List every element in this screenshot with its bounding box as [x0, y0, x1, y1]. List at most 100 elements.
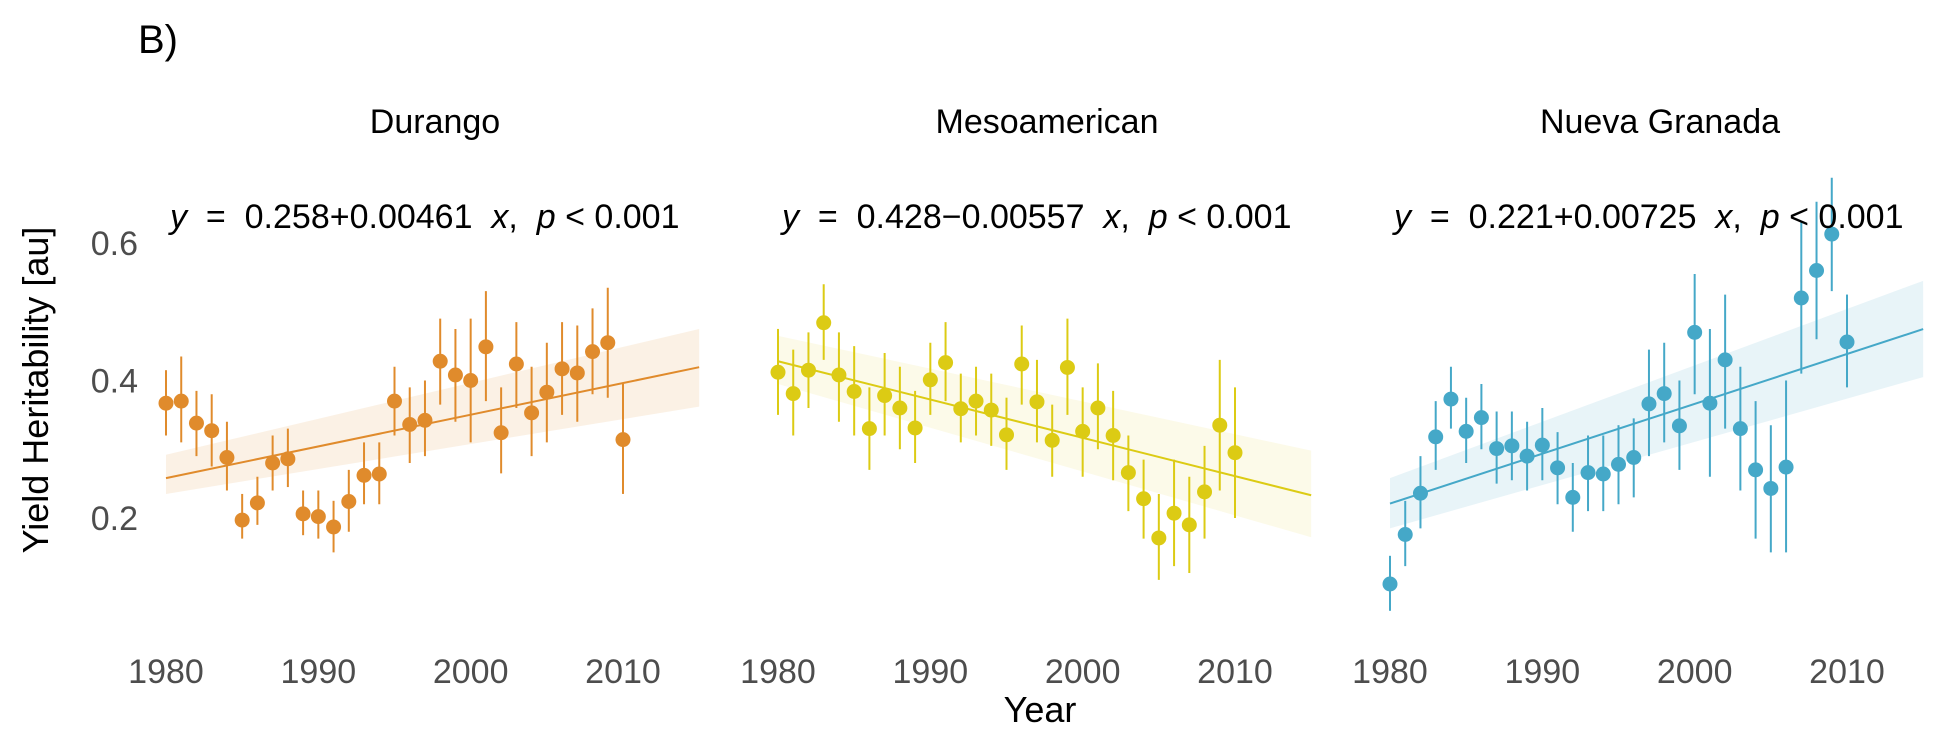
data-point — [387, 393, 402, 409]
data-point — [249, 495, 265, 511]
data-point — [1212, 417, 1228, 433]
data-point — [326, 519, 342, 535]
x-tick-label: 1990 — [281, 653, 357, 691]
data-point — [922, 372, 938, 388]
x-tick-label: 2010 — [1197, 653, 1273, 691]
regression-line — [1389, 328, 1924, 505]
data-point — [554, 361, 570, 377]
equation-text — [1085, 198, 1104, 236]
data-point — [493, 425, 509, 441]
data-point — [173, 393, 189, 409]
data-point — [831, 367, 847, 383]
data-point — [1397, 527, 1413, 542]
x-tick-label: 1980 — [1352, 653, 1428, 691]
data-point — [861, 421, 877, 437]
data-point — [1717, 352, 1733, 368]
x-tick-label: 2010 — [1809, 653, 1885, 691]
data-point — [295, 506, 311, 522]
data-point — [234, 512, 250, 528]
equation-text: − — [942, 198, 962, 236]
x-tick-label: 2010 — [585, 653, 661, 691]
data-point — [877, 388, 893, 404]
data-point — [1702, 395, 1718, 411]
data-point — [1166, 505, 1182, 521]
equation-text: 0.221 — [1469, 198, 1554, 236]
data-point — [1075, 423, 1091, 439]
data-point — [1136, 491, 1152, 507]
data-point — [938, 355, 954, 371]
equation-variable: x — [1713, 198, 1733, 236]
data-point — [999, 427, 1014, 443]
facet-title: Mesoamerican — [936, 103, 1159, 141]
facet-durango: Durango 1980 1990 2000 2010 y = 0.258+0.00461… — [128, 103, 700, 691]
data-point — [1473, 410, 1489, 426]
equation-variable: x — [489, 198, 509, 236]
equation-variable: p — [1760, 198, 1780, 236]
data-point — [1458, 423, 1474, 439]
data-point — [219, 450, 235, 465]
data-point — [1090, 400, 1106, 416]
data-point — [1550, 460, 1566, 476]
x-tick-label: 1990 — [893, 653, 969, 691]
data-point — [1105, 428, 1121, 443]
data-point — [1732, 421, 1748, 437]
facets-group: 0.2 0.4 0.6 Durango 1980 1990 2000 2010 y = 0.25… — [91, 103, 1924, 691]
data-point — [188, 415, 204, 431]
regression-line — [777, 360, 1312, 497]
data-point — [1595, 466, 1611, 482]
data-point — [417, 412, 433, 428]
equation-text: 0.00461 — [350, 198, 473, 236]
regression-line — [165, 366, 700, 480]
data-point — [800, 362, 816, 378]
data-point — [432, 353, 448, 369]
data-point — [478, 339, 494, 355]
equation-text: 0.428 — [857, 198, 942, 236]
data-point — [463, 373, 479, 388]
data-point — [1059, 359, 1075, 375]
confidence-band — [778, 335, 1312, 538]
equation-text: 0.258 — [245, 198, 330, 236]
panel-label: B) — [138, 18, 178, 62]
data-point — [770, 364, 786, 380]
x-tick-label: 2000 — [1045, 653, 1121, 691]
y-tick-label: 0.6 — [91, 225, 138, 263]
data-point — [785, 386, 801, 402]
data-point — [280, 451, 296, 467]
regression-equation: y = 0.258+0.00461 x, p < 0.001 — [168, 198, 680, 236]
data-point — [1626, 450, 1642, 465]
data-point — [1839, 334, 1855, 350]
data-point — [1671, 418, 1687, 434]
facet-title: Durango — [370, 103, 500, 141]
data-point — [600, 335, 616, 351]
equation-text: 0.00557 — [962, 198, 1085, 236]
data-point — [585, 344, 601, 360]
y-tick-label: 0.2 — [91, 500, 138, 538]
equation-text: + — [330, 198, 350, 236]
y-axis-title: Yield Heritability [au] — [15, 227, 56, 554]
data-point — [569, 365, 585, 381]
data-point — [1687, 324, 1703, 340]
equation-variable: y — [1392, 198, 1413, 236]
x-axis-title: Year — [1004, 689, 1077, 730]
data-point — [983, 402, 999, 418]
data-point — [1565, 489, 1581, 505]
data-point — [1029, 394, 1045, 410]
equation-text: = — [187, 198, 245, 236]
equation-variable: y — [780, 198, 801, 236]
data-point — [1519, 448, 1535, 464]
data-point — [1428, 429, 1444, 445]
data-point — [1443, 391, 1459, 407]
facet-title: Nueva Granada — [1540, 103, 1780, 141]
equation-text: 0.001 — [1206, 198, 1291, 236]
data-point — [310, 509, 326, 525]
data-point — [1763, 480, 1779, 496]
equation-text — [473, 198, 492, 236]
data-point — [1120, 465, 1136, 481]
regression-equation: y = 0.428−0.00557 x, p < 0.001 — [780, 198, 1292, 236]
data-point — [1824, 226, 1840, 242]
x-tick-label: 1980 — [128, 653, 204, 691]
data-point — [158, 395, 174, 411]
equation-text — [1697, 198, 1716, 236]
